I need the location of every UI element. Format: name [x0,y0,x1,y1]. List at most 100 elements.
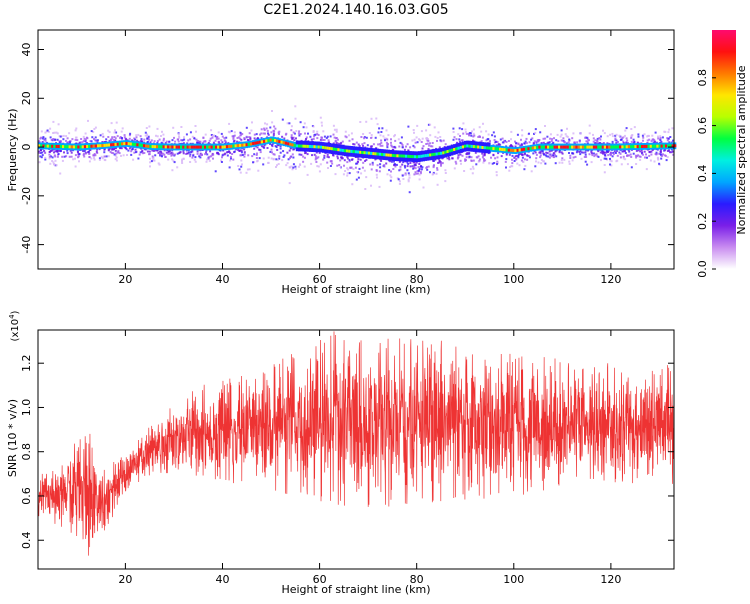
spectrogram-cell [208,159,211,162]
spectrogram-cell [377,131,380,134]
spectrogram-cell [571,159,574,162]
spectrogram-cell [332,142,335,145]
spectrogram-cell [403,164,406,167]
spectrogram-y-axis-label: Frequency (Hz) [6,109,19,192]
ridge-core [59,145,63,148]
spectrogram-cell [211,134,214,137]
spectrogram-cell [477,160,480,163]
spectrogram-cell [632,152,635,155]
ridge-core [260,140,264,144]
spectrogram-cell [263,127,266,130]
ridge-core [601,145,605,149]
spectrogram-cell [407,178,410,181]
spectrogram-cell [348,158,351,161]
ridge-core [658,144,661,148]
spectrogram-cell [546,152,549,155]
spectrogram-cell [286,122,289,125]
spectrogram-cell [303,122,306,125]
spectrogram-cell [362,144,364,147]
spectrogram-cell [380,141,383,144]
spectrogram-cell [429,123,432,126]
ridge-core [190,145,194,149]
spectrogram-cell [539,151,542,154]
spectrogram-cell [605,151,608,154]
ridge-core [92,144,96,148]
spectrogram-cell [272,157,275,160]
spectrogram-cell [665,159,668,162]
spectrogram-cell [418,138,420,141]
ridge-core [389,153,393,157]
spectrogram-cell [532,142,535,145]
spectrogram-cell [314,158,317,161]
spectrogram-cell [643,150,646,153]
ridge-core [383,153,386,157]
spectrogram-cell [588,132,591,135]
spectrogram-cell [176,138,179,141]
spectrogram-cell [496,141,499,143]
spectrogram-cell [588,124,591,127]
spectrogram-cell [363,169,366,172]
spectrogram-cell [516,162,519,165]
spectrogram-cell [596,137,599,140]
spectrogram-cell [483,159,485,162]
spectrogram-cell [491,134,494,137]
spectrogram-cell [160,141,163,144]
spectrogram-cell [108,131,111,134]
spectrogram-cell [44,158,47,161]
spectrogram-cell [669,151,671,154]
ridge-core [584,145,587,149]
spectrogram-cell [101,132,104,135]
ridge-core [575,145,578,149]
spectrogram-cell [386,138,389,141]
ridge-core [317,145,321,149]
x-tick-label: 100 [503,573,524,586]
spectrogram-cell [196,140,199,142]
spectrogram-cell [153,140,156,143]
x-tick-label: 120 [600,573,621,586]
spectrogram-cell [264,132,266,135]
ridge-core [278,140,281,144]
spectrogram-cell [232,137,235,140]
ridge-core [88,144,91,148]
spectrogram-cell [305,136,308,139]
spectrogram-cell [412,167,415,170]
spectrogram-cell [508,153,511,156]
spectrogram-cell [622,157,625,160]
ridge-core [647,144,650,148]
ridge-core [400,154,404,158]
ridge-core [437,152,441,156]
spectrogram-cell [541,150,544,153]
spectrogram-cell [287,158,290,161]
spectrogram-cell [545,151,548,154]
spectrogram-cell [110,151,113,154]
ridge-core [630,145,633,149]
ridge-core [131,142,135,146]
spectrogram-cell [336,155,339,158]
spectrogram-cell [622,150,625,153]
spectrogram-cell [471,139,474,142]
spectrogram-cell [151,155,154,158]
spectrogram-cell [560,139,563,142]
spectrogram-cell [112,152,115,155]
spectrogram-cell [624,158,627,161]
spectrogram-cell [549,133,552,136]
ridge-core [418,155,421,159]
spectrogram-cell [669,136,672,138]
snr-x-axis-label: Height of straight line (km) [281,583,430,596]
spectrogram-cell [288,122,291,125]
spectrogram-cell [152,149,155,152]
ridge-core [603,145,607,149]
spectrogram-cell [279,147,282,150]
y-tick-label: 0.8 [20,443,33,461]
spectrogram-cell [150,160,153,163]
spectrogram-cell [101,141,104,143]
spectrogram-cell [388,169,391,172]
spectrogram-cell [304,132,306,135]
spectrogram-cell [278,130,281,133]
spectrogram-cell [658,152,661,155]
ridge-core [468,144,471,148]
spectrogram-cell [565,135,568,138]
spectrogram-cell [71,138,74,141]
spectrogram-cell [446,157,449,160]
spectrogram-cell [105,138,108,141]
